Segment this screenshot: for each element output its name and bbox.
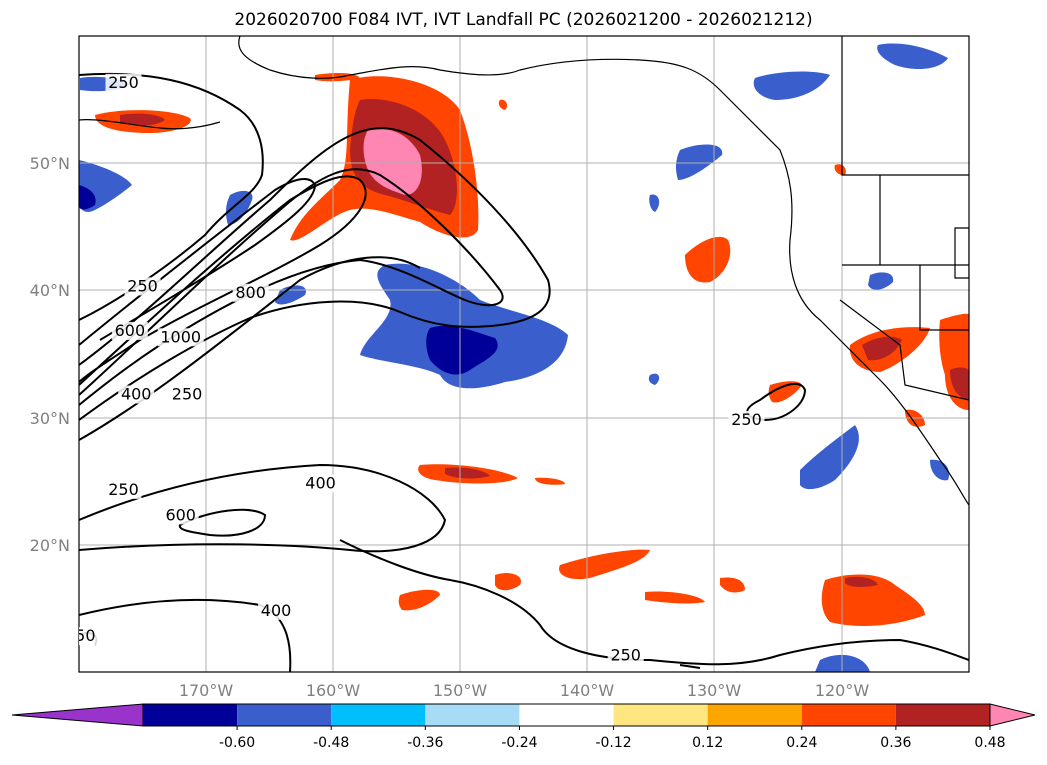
colorbar-segment (613, 704, 708, 726)
contour-label: 250 (610, 645, 641, 664)
colorbar-tick-label: 0.24 (786, 735, 817, 751)
negative-anomaly-region (426, 325, 498, 375)
negative-anomaly-region (79, 185, 96, 210)
lon-tick-label: 140°W (560, 681, 615, 700)
contour-label-bg (169, 385, 206, 404)
colorbar-segment (237, 704, 332, 726)
contour-label: 250 (172, 385, 203, 404)
contour-label: 250 (108, 73, 139, 92)
colorbar-segment (143, 704, 238, 726)
contour-label-bg (157, 328, 204, 347)
contour-label: 400 (305, 474, 336, 493)
colorbar-tick-label: 0.36 (880, 735, 911, 751)
contour-label-bg (258, 601, 295, 620)
lat-tick-label: 40°N (30, 281, 70, 300)
positive-anomaly-region (363, 128, 422, 195)
colorbar-segment (801, 704, 896, 726)
map-frame (78, 35, 970, 673)
colorbar-tick-label: -0.12 (595, 735, 631, 751)
lat-tick-label: 20°N (30, 536, 70, 555)
lon-tick-label: 120°W (815, 681, 870, 700)
contour-label: 400 (121, 385, 152, 404)
colorbar-segment (895, 704, 990, 726)
lon-tick-label: 160°W (306, 681, 361, 700)
contour-label: 250 (127, 276, 158, 295)
positive-anomaly-region (120, 113, 165, 126)
colorbar-frame (142, 703, 991, 727)
contour-label: 800 (235, 283, 266, 302)
colorbar: -0.60 -0.48 -0.36 -0.24 -0.12 0.12 0.24 0.36 0.4… (11, 703, 1036, 751)
colorbar-segment (707, 704, 802, 726)
contour-label: 250 (108, 480, 139, 499)
colorbar-segment (519, 704, 614, 726)
coastlines (79, 36, 969, 506)
colorbar-tick-label: -0.60 (219, 735, 255, 751)
lon-tick-label: 170°W (179, 681, 234, 700)
map-gridlines (79, 36, 969, 672)
colorbar-segment (425, 704, 520, 726)
lat-tick-label: 30°N (30, 409, 70, 428)
map-title: 2026020700 F084 IVT, IVT Landfall PC (20… (234, 10, 813, 30)
contour-label: 400 (261, 601, 292, 620)
contour-label-bg (162, 506, 199, 525)
contour-label-bg (607, 646, 644, 665)
contour-label-bg (232, 283, 269, 302)
contour-label-bg (124, 277, 161, 296)
colorbar-tick-label: -0.24 (501, 735, 537, 751)
contour-label-bg (105, 480, 142, 499)
lon-tick-label: 150°W (433, 681, 488, 700)
longitude-labels: 170°W 160°W 150°W 140°W 130°W 120°W (179, 681, 870, 700)
colorbar-tick-label: 0.48 (974, 735, 1005, 751)
contour-label-bg (118, 385, 155, 404)
contour-label-bg (105, 73, 142, 92)
lat-tick-label: 50°N (30, 154, 70, 173)
colorbar-segment (331, 704, 426, 726)
colorbar-tick-label: -0.36 (407, 735, 443, 751)
contour-label: 600 (165, 505, 196, 524)
contour-label: 1000 (160, 327, 201, 346)
contour-label: 50 (75, 626, 95, 645)
contour-label: 600 (115, 321, 146, 340)
contour-label-bg (79, 627, 99, 646)
colorbar-tick-label: -0.48 (313, 735, 349, 751)
colorbar-extend-right (989, 703, 1036, 727)
contour-label-bg (728, 410, 765, 429)
ivt-fill-layer (79, 43, 969, 672)
contour-labels: 250 250 600 1000 800 400 250 250 600 400 400 250 250… (75, 73, 765, 665)
contour-label: 250 (731, 410, 762, 429)
contour-label-bg (302, 474, 339, 493)
colorbar-tick-label: 0.12 (692, 735, 723, 751)
colorbar-extend-left (11, 703, 144, 727)
latitude-labels: 50°N 40°N 30°N 20°N (30, 154, 70, 555)
lon-tick-label: 130°W (687, 681, 742, 700)
contour-label-bg (111, 321, 148, 340)
